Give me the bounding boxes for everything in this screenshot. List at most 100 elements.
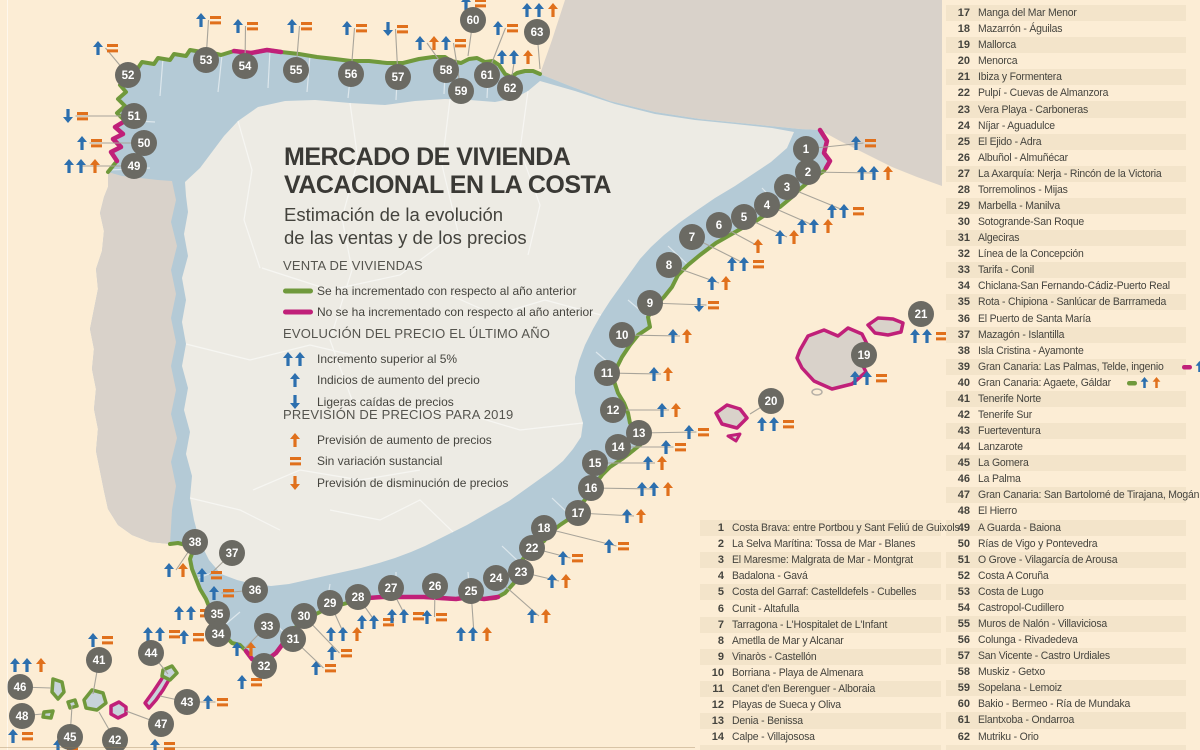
map-marker-37: 37 xyxy=(219,540,245,566)
menorca-island xyxy=(866,316,905,337)
map-marker-59: 59 xyxy=(448,78,474,104)
price-arrows-marker-53 xyxy=(196,13,221,27)
list-item-label: Algeciras xyxy=(978,232,1020,245)
map-marker-47: 47 xyxy=(148,711,174,737)
list-item-number: 51 xyxy=(957,553,970,566)
legend-item-label: No se ha incrementado con respecto al añ… xyxy=(317,305,594,320)
list-item-label: Albuñol - Almuñécar xyxy=(978,151,1068,164)
price-arrows-marker-43 xyxy=(203,695,228,709)
list-item-number: 52 xyxy=(957,569,970,582)
list-item-number: 56 xyxy=(957,634,970,647)
price-arrows-marker-30 xyxy=(327,646,352,660)
legend-item-label: Incremento superior al 5% xyxy=(317,351,458,366)
marker-number: 34 xyxy=(212,629,225,641)
page-subtitle-line2: de las ventas y de los precios xyxy=(284,227,527,248)
price-arrows-marker-27 xyxy=(387,609,424,623)
marker-circle xyxy=(422,573,448,599)
marker-number: 60 xyxy=(467,15,480,27)
price-arrows-marker-55 xyxy=(287,19,312,33)
list-item-28: 28 Torremolinos - Mijas xyxy=(946,182,1186,198)
price-arrows-marker-15 xyxy=(643,456,667,470)
price-arrows-marker-9 xyxy=(694,298,719,312)
list-item-label: Níjar - Aguadulce xyxy=(978,119,1055,132)
marker-circle xyxy=(232,53,258,79)
list-item-24: 24 Níjar - Aguadulce xyxy=(946,118,1186,134)
price-arrows-marker-44 xyxy=(143,627,180,641)
map-marker-44: 44 xyxy=(138,640,164,666)
list-item-label: La Palma xyxy=(978,473,1021,486)
price-arrows-marker-62 xyxy=(497,50,533,64)
marker-number: 38 xyxy=(189,537,202,549)
marker-circle xyxy=(483,565,509,591)
price-arrows-marker-8 xyxy=(707,276,731,290)
list-item-number: 35 xyxy=(957,296,970,309)
list-item-number: 4 xyxy=(717,570,724,583)
list-item-20: 20 Menorca xyxy=(946,53,1186,69)
list-item-number: 21 xyxy=(957,71,970,84)
list-item-label: Mazagón - Islantilla xyxy=(978,328,1065,341)
marker-circle xyxy=(609,322,635,348)
list-item-number: 58 xyxy=(957,666,970,679)
list-item-14: 14 Calpe - Villajososa xyxy=(700,729,941,745)
marker-number: 30 xyxy=(298,611,311,623)
list-item-48: 48 El Hierro xyxy=(946,503,1186,519)
list-item-label: Isla Cristina - Ayamonte xyxy=(978,344,1084,357)
marker-circle xyxy=(9,703,35,729)
list-item-label: El Maresme: Malgrata de Mar - Montgrat xyxy=(732,554,913,567)
map-marker-57: 57 xyxy=(385,64,411,90)
map-marker-33: 33 xyxy=(254,613,280,639)
list-item-49: 49 A Guarda - Baiona xyxy=(946,519,1186,536)
list-item-number: 49 xyxy=(957,521,970,534)
marker-number: 6 xyxy=(716,220,722,232)
map-marker-12: 12 xyxy=(600,397,626,423)
list-item-number: 6 xyxy=(717,602,724,615)
price-arrows-marker-38 xyxy=(164,563,188,577)
marker-circles: 6362616059585756555453525150494847464544… xyxy=(7,7,934,750)
list-item-label: La Selva Marítina: Tossa de Mar - Blanes xyxy=(732,538,916,551)
price-arrows-marker-25 xyxy=(456,627,492,641)
map-marker-35: 35 xyxy=(204,601,230,627)
tenerife-island xyxy=(82,688,108,712)
marker-circle xyxy=(578,475,604,501)
map-marker-42: 42 xyxy=(102,727,128,750)
portugal-landmass xyxy=(90,172,177,544)
map-marker-48: 48 xyxy=(9,703,35,729)
marker-number: 21 xyxy=(915,309,928,321)
list-item-label: O Grove - Vilagarcía de Arousa xyxy=(978,553,1118,566)
magenta-line-icon xyxy=(283,309,313,315)
page-left-edge xyxy=(7,0,8,750)
marker-circle xyxy=(102,727,128,750)
price-arrows-marker-2 xyxy=(857,166,893,180)
marker-circle xyxy=(7,674,33,700)
map-marker-3: 3 xyxy=(774,174,800,200)
marker-circle xyxy=(851,342,877,368)
list-item-label: Manga del Mar Menor xyxy=(978,7,1077,20)
marker-number: 56 xyxy=(345,69,358,81)
map-marker-20: 20 xyxy=(758,388,784,414)
marker-circle xyxy=(524,19,550,45)
map-marker-61: 61 xyxy=(474,62,500,88)
price-arrows-marker-32 xyxy=(237,675,262,689)
list-item-number: 27 xyxy=(957,167,970,180)
list-item-43: 43 Fuerteventura xyxy=(946,423,1186,440)
price-arrows-marker-6 xyxy=(753,239,763,253)
list-item-6: 6 Cunit - Altafulla xyxy=(700,600,941,616)
marker-number: 20 xyxy=(765,396,778,408)
list-item-21: 21 Ibiza y Formentera xyxy=(946,69,1186,86)
list-item-number: 31 xyxy=(957,232,970,245)
marker-number: 7 xyxy=(689,232,695,244)
legend-icon-cell xyxy=(283,394,317,409)
list-item-number: 24 xyxy=(957,119,970,132)
map-marker-58: 58 xyxy=(433,57,459,83)
list-item-label: Tarragona - L'Hospitalet de L'Infant xyxy=(732,618,888,631)
legend-item-label: Se ha incrementado con respecto al año a… xyxy=(317,283,577,298)
marker-number: 3 xyxy=(784,182,790,194)
list-item-number: 25 xyxy=(957,135,970,148)
list-item-number: 61 xyxy=(957,714,970,727)
marker-circle xyxy=(754,192,780,218)
marker-circle xyxy=(508,559,534,585)
list-item-label: El Ejido - Adra xyxy=(978,135,1042,148)
list-item-number: 41 xyxy=(957,392,970,405)
price-arrows-marker-4 xyxy=(797,219,833,233)
marker-number: 31 xyxy=(287,634,300,646)
